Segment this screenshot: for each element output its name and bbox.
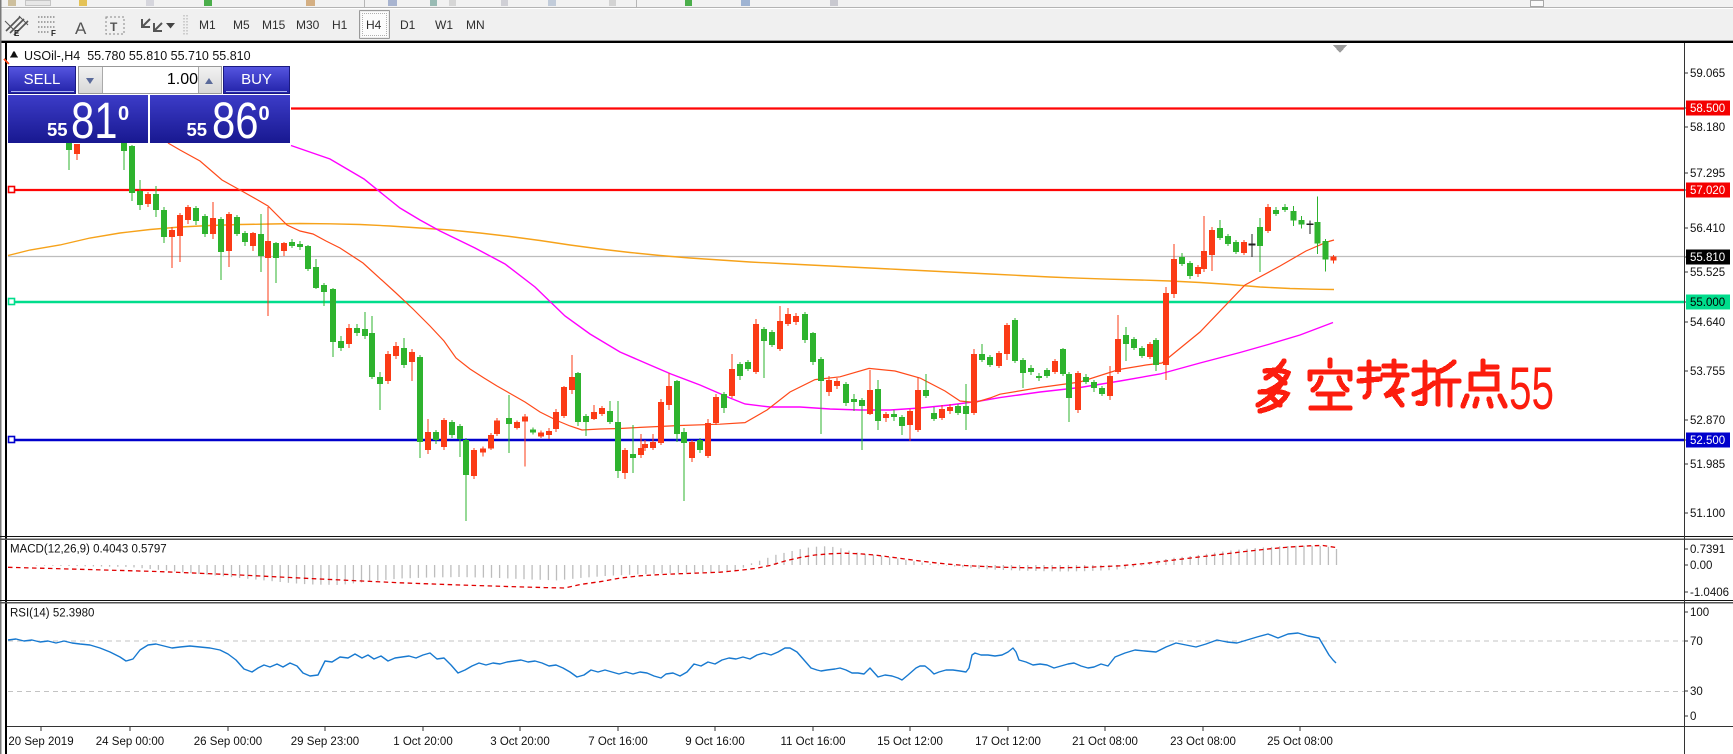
svg-text:USOil-,H4 55.780 55.810 55.71: USOil-,H4 55.780 55.810 55.710 55.810 <box>24 49 251 63</box>
svg-text:51.100: 51.100 <box>1690 508 1725 520</box>
svg-text:51.985: 51.985 <box>1690 459 1725 471</box>
svg-text:F: F <box>51 29 56 38</box>
svg-text:54.640: 54.640 <box>1690 317 1725 329</box>
svg-text:52.500: 52.500 <box>1690 435 1725 447</box>
svg-text:MACD(12,26,9) 0.4043 0.5797: MACD(12,26,9) 0.4043 0.5797 <box>10 544 167 556</box>
svg-text:52.870: 52.870 <box>1690 415 1725 427</box>
svg-text:55.810: 55.810 <box>1690 252 1725 264</box>
svg-text:55.525: 55.525 <box>1690 267 1725 279</box>
svg-text:57.295: 57.295 <box>1690 168 1725 180</box>
svg-text:17 Oct 12:00: 17 Oct 12:00 <box>975 736 1041 748</box>
svg-text:0.00: 0.00 <box>1690 560 1712 572</box>
svg-text:A: A <box>75 19 87 38</box>
svg-text:11 Oct 16:00: 11 Oct 16:00 <box>781 736 846 748</box>
svg-text:58.180: 58.180 <box>1690 122 1725 134</box>
svg-text:53.755: 53.755 <box>1690 366 1725 378</box>
svg-text:20 Sep 2019: 20 Sep 2019 <box>8 736 73 748</box>
svg-text:E: E <box>14 29 20 38</box>
svg-text:55: 55 <box>1509 355 1554 422</box>
svg-text:23 Oct 08:00: 23 Oct 08:00 <box>1170 736 1236 748</box>
svg-text:3 Oct 20:00: 3 Oct 20:00 <box>490 736 549 748</box>
svg-text:0.7391: 0.7391 <box>1690 544 1725 556</box>
svg-text:RSI(14) 52.3980: RSI(14) 52.3980 <box>10 608 94 620</box>
svg-text:55.000: 55.000 <box>1690 297 1725 309</box>
svg-text:58.500: 58.500 <box>1690 103 1725 115</box>
svg-text:21 Oct 08:00: 21 Oct 08:00 <box>1072 736 1138 748</box>
svg-text:7 Oct 16:00: 7 Oct 16:00 <box>588 736 647 748</box>
svg-text:9 Oct 16:00: 9 Oct 16:00 <box>685 736 744 748</box>
svg-text:30: 30 <box>1690 686 1703 698</box>
svg-text:T: T <box>110 20 118 34</box>
svg-text:1 Oct 20:00: 1 Oct 20:00 <box>393 736 452 748</box>
svg-text:0: 0 <box>1690 711 1696 723</box>
svg-text:56.410: 56.410 <box>1690 223 1725 235</box>
svg-text:15 Oct 12:00: 15 Oct 12:00 <box>877 736 943 748</box>
svg-text:24 Sep 00:00: 24 Sep 00:00 <box>96 736 164 748</box>
svg-text:57.020: 57.020 <box>1690 185 1725 197</box>
svg-text:70: 70 <box>1690 636 1703 648</box>
svg-text:29 Sep 23:00: 29 Sep 23:00 <box>291 736 359 748</box>
svg-text:59.065: 59.065 <box>1690 68 1725 80</box>
svg-text:26 Sep 00:00: 26 Sep 00:00 <box>194 736 262 748</box>
svg-text:25 Oct 08:00: 25 Oct 08:00 <box>1267 736 1333 748</box>
svg-text:-1.0406: -1.0406 <box>1690 587 1729 599</box>
svg-text:100: 100 <box>1690 607 1709 619</box>
